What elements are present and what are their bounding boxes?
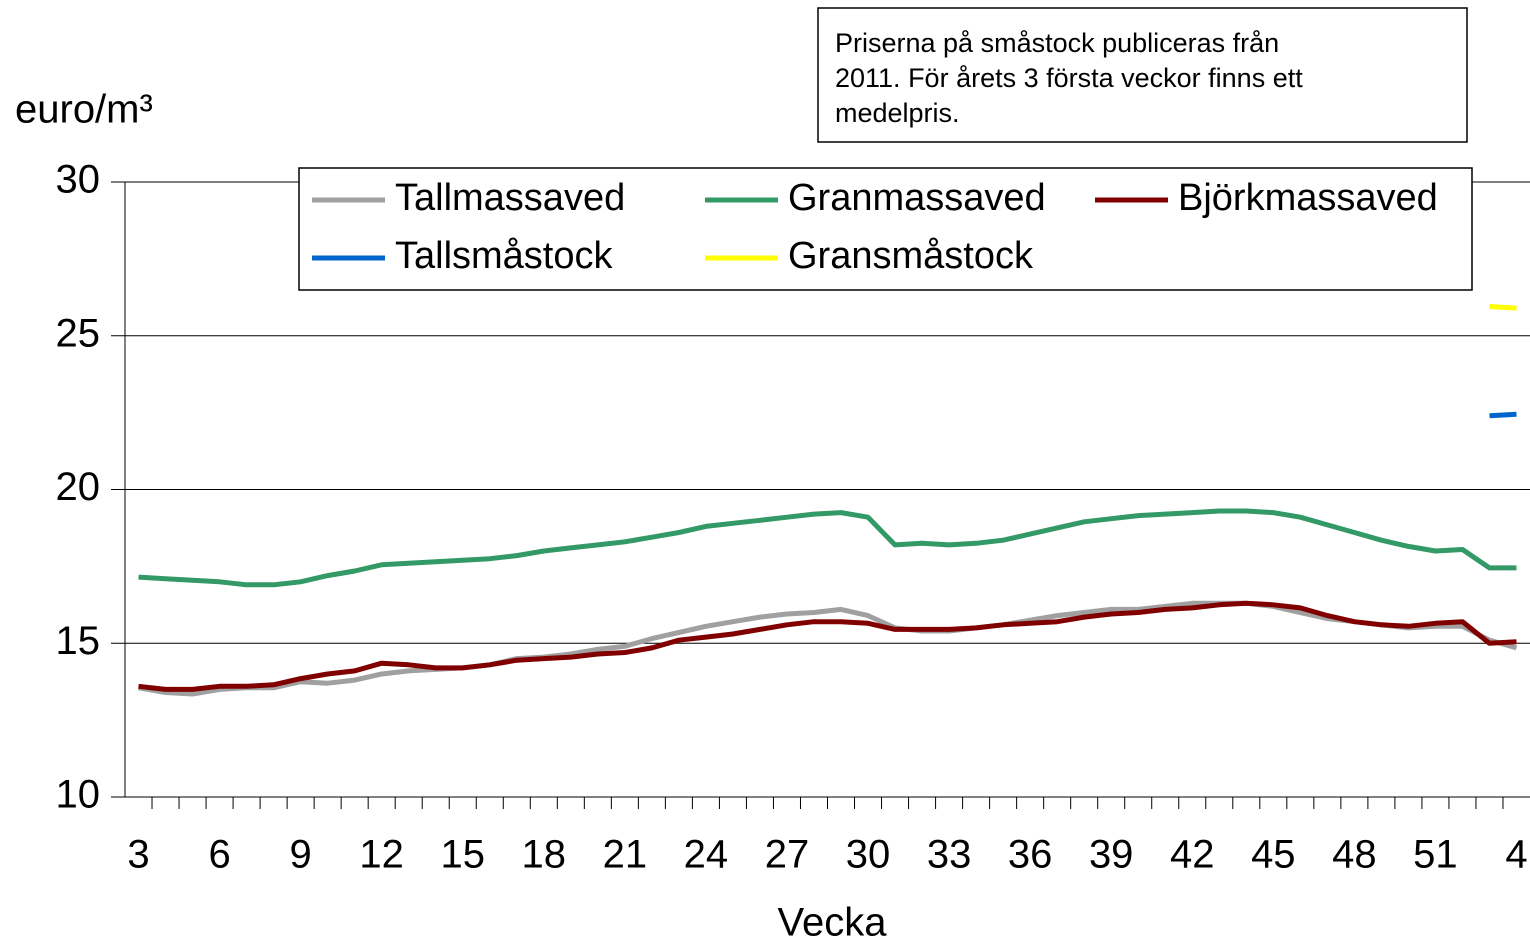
series-line bbox=[1489, 411, 1517, 419]
x-tick-label: 33 bbox=[927, 833, 972, 877]
legend-label: Gransmåstock bbox=[788, 235, 1034, 277]
annotation: 2011. För årets 3 första veckor finns et… bbox=[835, 63, 1303, 93]
x-tick-label: 6 bbox=[208, 833, 230, 877]
legend-label: Tallsmåstock bbox=[395, 235, 613, 277]
annotation: medelpris. bbox=[835, 98, 960, 128]
series-line bbox=[138, 600, 1518, 697]
x-tick-label: 30 bbox=[846, 833, 891, 877]
x-tick-label: 15 bbox=[440, 833, 485, 877]
x-axis-label: Vecka bbox=[778, 901, 888, 945]
y-axis-label: euro/m³ bbox=[15, 88, 153, 132]
series-line bbox=[138, 508, 1517, 588]
x-tick-label: 3 bbox=[127, 833, 149, 877]
x-tick-label: 18 bbox=[522, 833, 567, 877]
x-tick-label: 51 bbox=[1413, 833, 1458, 877]
x-tick-label: 45 bbox=[1251, 833, 1296, 877]
y-tick-label: 30 bbox=[56, 158, 101, 202]
x-tick-label: 9 bbox=[290, 833, 312, 877]
annotation-box bbox=[817, 7, 1468, 143]
y-tick-label: 10 bbox=[56, 773, 101, 817]
legend bbox=[298, 167, 1473, 291]
annotation: Priserna på småstock publiceras från bbox=[835, 28, 1279, 58]
y-tick-label: 20 bbox=[56, 465, 101, 509]
legend-label: Björkmassaved bbox=[1178, 177, 1438, 219]
x-tick-label: 39 bbox=[1089, 833, 1134, 877]
x-tick-label: 24 bbox=[684, 833, 729, 877]
x-tick-label: 42 bbox=[1170, 833, 1215, 877]
x-tick-label: 12 bbox=[359, 833, 404, 877]
y-tick-label: 15 bbox=[56, 619, 101, 663]
x-tick-label: 4 bbox=[1505, 833, 1527, 877]
series-line bbox=[138, 600, 1517, 692]
x-tick-label: 48 bbox=[1332, 833, 1377, 877]
legend-label: Tallmassaved bbox=[395, 177, 625, 219]
y-tick-label: 25 bbox=[56, 311, 101, 355]
x-tick-label: 36 bbox=[1008, 833, 1053, 877]
series-line bbox=[1489, 304, 1517, 311]
legend-label: Granmassaved bbox=[788, 177, 1046, 219]
x-tick-label: 27 bbox=[765, 833, 810, 877]
x-tick-label: 21 bbox=[603, 833, 648, 877]
